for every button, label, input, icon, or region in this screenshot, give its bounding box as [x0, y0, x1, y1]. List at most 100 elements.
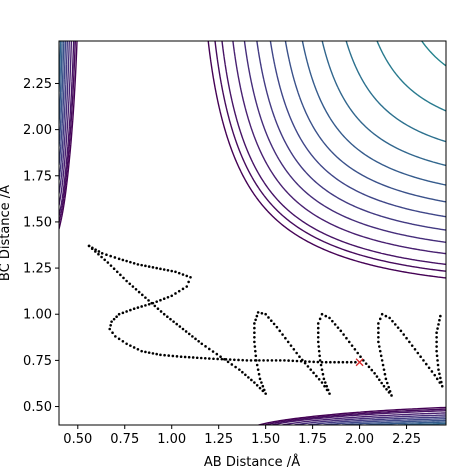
- trajectory-point: [159, 310, 163, 313]
- trajectory-point: [320, 312, 324, 316]
- trajectory-point: [121, 258, 125, 262]
- trajectory-point: [197, 340, 200, 343]
- trajectory-point: [384, 377, 388, 381]
- trajectory-point: [437, 368, 440, 371]
- trajectory-point: [419, 355, 422, 358]
- trajectory-point: [187, 355, 191, 359]
- trajectory-point: [238, 368, 241, 371]
- y-tick-label: 1.25: [23, 262, 52, 277]
- trajectory-point: [129, 344, 132, 347]
- trajectory-point: [174, 292, 177, 295]
- trajectory-point: [162, 312, 166, 316]
- trajectory-point: [396, 326, 400, 329]
- trajectory-point: [424, 362, 428, 366]
- trajectory-point: [260, 381, 263, 384]
- trajectory-point: [132, 307, 136, 310]
- trajectory-point: [230, 363, 234, 366]
- y-tick-label: 2.25: [23, 77, 52, 92]
- trajectory-point: [367, 365, 371, 369]
- trajectory-point: [317, 345, 321, 348]
- trajectory-point: [226, 360, 230, 364]
- trajectory-point: [410, 344, 414, 347]
- trajectory-point: [167, 354, 171, 357]
- trajectory-point: [147, 299, 150, 302]
- trajectory-paths: [87, 244, 444, 397]
- x-tick-label: 2.25: [392, 432, 421, 447]
- trajectory-point: [312, 360, 315, 364]
- trajectory-point: [203, 356, 207, 360]
- x-axis-label: AB Distance /Å: [204, 454, 300, 470]
- trajectory-point: [261, 384, 265, 388]
- trajectory-point: [132, 261, 136, 265]
- trajectory-point: [333, 360, 336, 364]
- trajectory-point: [156, 307, 160, 310]
- trajectory-point: [179, 355, 183, 358]
- trajectory-point: [347, 340, 351, 344]
- trajectory-point: [249, 359, 253, 362]
- trajectory-point: [177, 271, 181, 275]
- trajectory-point: [94, 250, 97, 253]
- trajectory-point: [391, 319, 394, 323]
- trajectory-point: [212, 357, 215, 361]
- trajectory-point: [286, 340, 290, 344]
- trajectory-point: [172, 320, 175, 323]
- trajectory-point: [258, 377, 262, 381]
- trajectory-point: [315, 374, 318, 378]
- trajectory-point: [329, 360, 332, 364]
- trajectory-point: [438, 318, 441, 322]
- trajectory-point: [350, 344, 354, 347]
- y-tick-label: 1.75: [23, 169, 52, 184]
- trajectory-point: [112, 267, 116, 270]
- trajectory-point: [106, 261, 110, 264]
- trajectory-point: [129, 308, 132, 312]
- trajectory-point: [207, 357, 211, 360]
- trajectory-point: [187, 280, 190, 284]
- trajectory-point: [140, 305, 143, 308]
- trajectory-point: [300, 358, 304, 362]
- trajectory-point: [328, 392, 331, 395]
- trajectory-point: [269, 319, 273, 322]
- trajectory-point: [382, 368, 386, 371]
- trajectory-point: [381, 363, 385, 367]
- y-tick-label: 0.75: [23, 354, 52, 369]
- trajectory-point: [377, 340, 380, 344]
- trajectory-point: [166, 295, 170, 299]
- trajectory-point: [195, 356, 199, 360]
- trajectory-point: [270, 359, 274, 362]
- trajectory-point: [183, 355, 187, 359]
- trajectory-point: [341, 360, 345, 364]
- trajectory-point: [324, 360, 328, 364]
- trajectory-point: [90, 247, 94, 250]
- trajectory-point: [144, 296, 147, 299]
- trajectory-point: [115, 315, 118, 318]
- trajectory-point: [390, 394, 393, 397]
- trajectory-point: [247, 376, 250, 379]
- trajectory-point: [427, 366, 431, 370]
- trajectory-point: [331, 319, 334, 323]
- trajectory-point: [122, 276, 125, 280]
- trajectory-point: [433, 373, 437, 377]
- trajectory-point: [388, 316, 391, 320]
- trajectory-point: [253, 381, 256, 384]
- trajectory-point: [316, 322, 320, 325]
- trajectory-point: [162, 297, 166, 301]
- trajectory-point: [291, 359, 295, 363]
- trajectory-point: [117, 337, 121, 341]
- trajectory-point: [439, 314, 442, 318]
- trajectory-point: [380, 312, 384, 316]
- trajectory-point: [435, 354, 439, 358]
- trajectory-point: [436, 327, 439, 330]
- y-tick-label: 2.00: [23, 123, 52, 138]
- trajectory-point: [380, 359, 384, 362]
- trajectory-point: [317, 378, 321, 381]
- trajectory-point: [207, 347, 211, 351]
- trajectory-point: [337, 360, 341, 364]
- trajectory-point: [163, 353, 166, 357]
- trajectory-point: [278, 329, 282, 333]
- trajectory-point: [438, 372, 441, 376]
- trajectory-point: [254, 359, 258, 362]
- trajectory-point: [244, 373, 247, 377]
- trajectory-point: [100, 252, 104, 255]
- trajectory-point: [298, 355, 301, 358]
- trajectory-point: [317, 349, 321, 353]
